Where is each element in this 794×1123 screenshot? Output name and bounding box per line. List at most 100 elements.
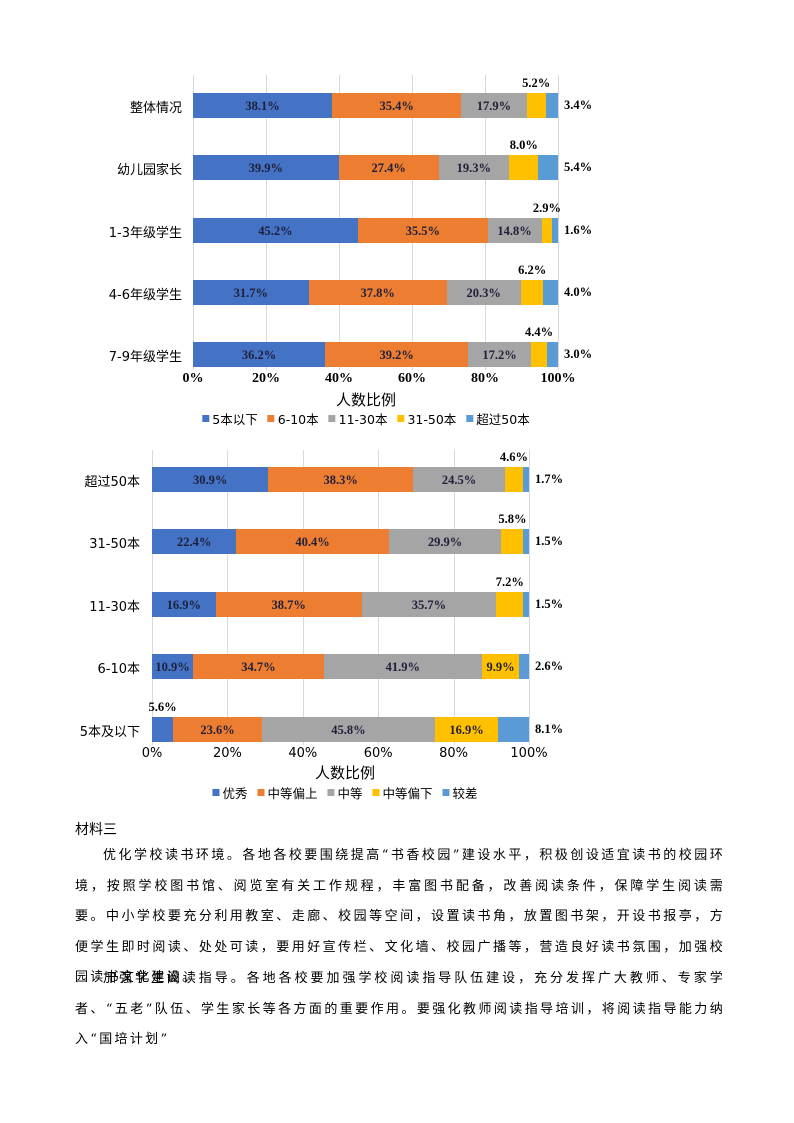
legend-label: 中等偏下 [382, 786, 433, 801]
data-label: 4.4% [525, 325, 554, 339]
bar-segment-4: 16.9% [434, 717, 499, 742]
data-label: 39.9% [248, 161, 283, 175]
category-label: 31-50本 [89, 537, 140, 552]
bar-segment-1: 36.2% [193, 342, 326, 367]
bar-segment-5 [552, 218, 558, 243]
data-label: 36.2% [241, 348, 277, 362]
x-tick-label: 40% [325, 371, 353, 386]
data-label: 1.5% [535, 534, 564, 548]
data-label: 8.1% [535, 722, 564, 736]
bar-segment-3: 29.9% [388, 529, 502, 554]
section-heading: 材料三 [75, 822, 117, 838]
category-label: 超过50本 [84, 475, 140, 490]
stacked-bar: 36.2% 39.2% 17.2% [193, 342, 558, 367]
legend-item: 中等偏上 [257, 783, 317, 802]
bar-segment-1 [152, 717, 174, 742]
legend-swatch-icon [466, 415, 474, 422]
stacked-bar: 16.9% 38.7% 35.7% [152, 592, 529, 617]
category-label: 7-9年级学生 [108, 350, 182, 365]
legend-swatch-icon [372, 789, 380, 796]
legend-item: 11-30本 [328, 409, 387, 428]
data-label: 9.9% [486, 660, 515, 674]
bar-segment-3: 17.2% [468, 342, 531, 367]
bar-segment-4 [520, 280, 544, 305]
data-label: 24.5% [441, 473, 477, 487]
data-label: 1.7% [535, 472, 564, 486]
bar-segment-2: 38.3% [268, 467, 413, 492]
bar-segment-3: 41.9% [323, 654, 482, 679]
data-label: 37.8% [360, 286, 395, 300]
data-label: 38.3% [323, 473, 358, 487]
bar-segment-5 [498, 717, 529, 742]
legend-item: 中等 [327, 783, 363, 802]
bar-segment-3: 45.8% [262, 717, 435, 742]
data-label: 2.9% [532, 201, 561, 215]
stacked-bar: 31.7% 37.8% 20.3% [193, 280, 558, 305]
chart-reading-level-by-volume: 超过50本 4.6% 1.7% 30.9% 38.3% 24.5% 31-50本 5.8% 1.… [79, 450, 564, 802]
bar-segment-1: 30.9% [152, 467, 269, 492]
bar-segment-1: 31.7% [193, 280, 309, 305]
data-label: 3.4% [564, 98, 593, 112]
data-label: 41.9% [385, 660, 421, 674]
data-label: 22.4% [177, 535, 212, 549]
data-label: 31.7% [233, 286, 269, 300]
data-label: 34.7% [241, 660, 276, 674]
data-label: 5.8% [498, 512, 527, 526]
data-label: 7.2% [495, 575, 524, 589]
bar-segment-4 [509, 155, 539, 180]
legend-label: 6-10本 [277, 412, 319, 427]
data-label: 5.6% [148, 700, 177, 714]
stacked-bar: 23.6% 45.8% 16.9% [152, 717, 529, 742]
category-label: 11-30本 [89, 600, 140, 615]
data-label: 35.4% [379, 99, 414, 113]
bar-segment-3: 35.7% [361, 592, 497, 617]
legend-label: 优秀 [222, 786, 248, 801]
bar-segment-1: 10.9% [152, 654, 194, 679]
x-tick-label: 100% [540, 371, 576, 386]
bar-segment-5 [523, 529, 529, 554]
gridline [558, 75, 559, 370]
bar-segment-5 [538, 155, 558, 180]
category-label: 5本及以下 [79, 725, 140, 740]
legend-item: 超过50本 [466, 409, 530, 428]
paragraph-1: 优化学校读书环境。各地各校要围绕提高“书香校园”建设水平，积极创设适宜读书的校园… [75, 848, 725, 985]
bar-segment-5 [547, 342, 558, 367]
legend-label: 较差 [452, 786, 478, 801]
legend: 优秀 中等偏上 中等 中等偏下 较差 [212, 783, 478, 802]
bar-segment-5 [519, 654, 529, 679]
legend-swatch-icon [327, 789, 335, 796]
data-label: 45.8% [331, 723, 366, 737]
bar-segment-4 [541, 218, 553, 243]
data-label: 1.5% [535, 597, 564, 611]
x-tick-label: 80% [471, 371, 499, 386]
data-label: 40.4% [295, 535, 330, 549]
x-tick-label: 20% [252, 371, 280, 386]
legend-swatch-icon [397, 415, 405, 422]
data-label: 20.3% [466, 286, 501, 300]
bar-segment-3: 19.3% [438, 155, 510, 180]
bar-segment-5 [522, 467, 529, 492]
bar-segment-1: 38.1% [193, 93, 333, 118]
data-label: 30.9% [193, 473, 228, 487]
data-label: 19.3% [456, 161, 492, 175]
data-label: 16.9% [449, 723, 484, 737]
legend-label: 超过50本 [476, 412, 530, 427]
x-tick-label: 100% [510, 746, 548, 761]
paragraph-2: 加强学生阅读指导。各地各校要加强学校阅读指导队伍建设，充分发挥广大教师、专家学者… [75, 971, 725, 1047]
x-tick-label: 0% [141, 746, 163, 761]
data-label: 14.8% [497, 224, 532, 238]
bar-segment-1: 22.4% [152, 529, 237, 554]
data-label: 17.9% [476, 99, 512, 113]
x-tick-label: 40% [288, 746, 318, 761]
data-label: 23.6% [200, 723, 235, 737]
bar-segment-4 [496, 592, 524, 617]
data-label: 8.0% [509, 138, 538, 152]
data-label: 39.2% [379, 348, 414, 362]
stacked-bar: 22.4% 40.4% 29.9% [152, 529, 529, 554]
bar-segment-2: 27.4% [338, 155, 439, 180]
data-label: 3.0% [564, 347, 593, 361]
legend-item: 中等偏下 [372, 783, 433, 802]
x-axis-title: 人数比例 [314, 764, 376, 782]
bar-segment-3: 17.9% [461, 93, 527, 118]
x-tick-label: 80% [439, 746, 469, 761]
